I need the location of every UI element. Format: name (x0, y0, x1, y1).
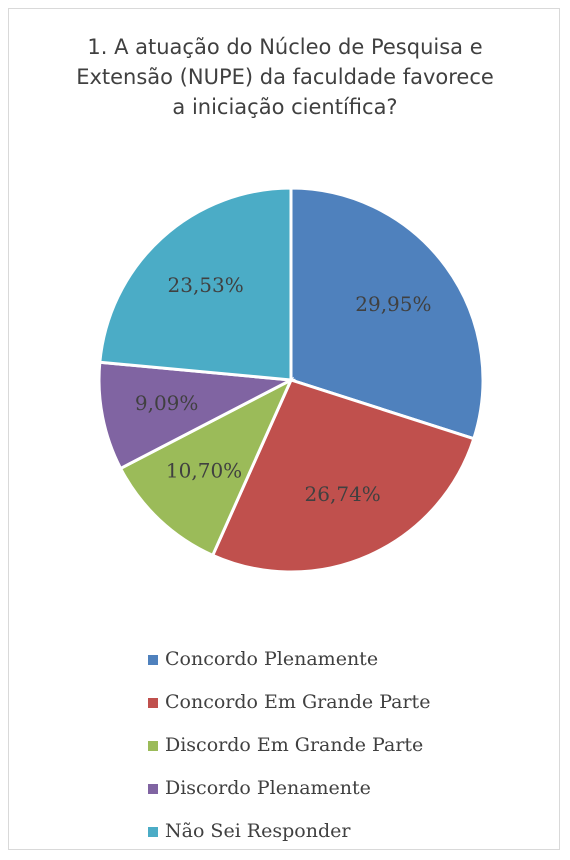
pie-slice (210, 378, 476, 574)
pie-slice (98, 186, 293, 382)
slice-label: 29,95% (355, 292, 431, 316)
slice-label: 26,74% (305, 482, 381, 506)
legend-label: Não Sei Responder (165, 820, 351, 842)
slice-label: 23,53% (168, 273, 244, 297)
legend-swatch (148, 698, 158, 708)
legend-swatch (148, 784, 158, 794)
legend-label: Discordo Plenamente (165, 777, 371, 799)
pie-slice (118, 376, 295, 558)
legend-swatch (148, 655, 158, 665)
chart-title: 1. A atuação do Núcleo de Pesquisa e Ext… (76, 35, 494, 119)
pie-slice (289, 186, 485, 441)
legend-label: Discordo Em Grande Parte (165, 734, 423, 756)
slice-label: 9,09% (135, 391, 199, 415)
pie-slice (97, 360, 297, 471)
legend-swatch (148, 741, 158, 751)
legend-label: Concordo Em Grande Parte (165, 691, 430, 713)
slice-label: 10,70% (166, 459, 242, 483)
legend-label: Concordo Plenamente (165, 648, 378, 670)
legend-swatch (148, 827, 158, 837)
